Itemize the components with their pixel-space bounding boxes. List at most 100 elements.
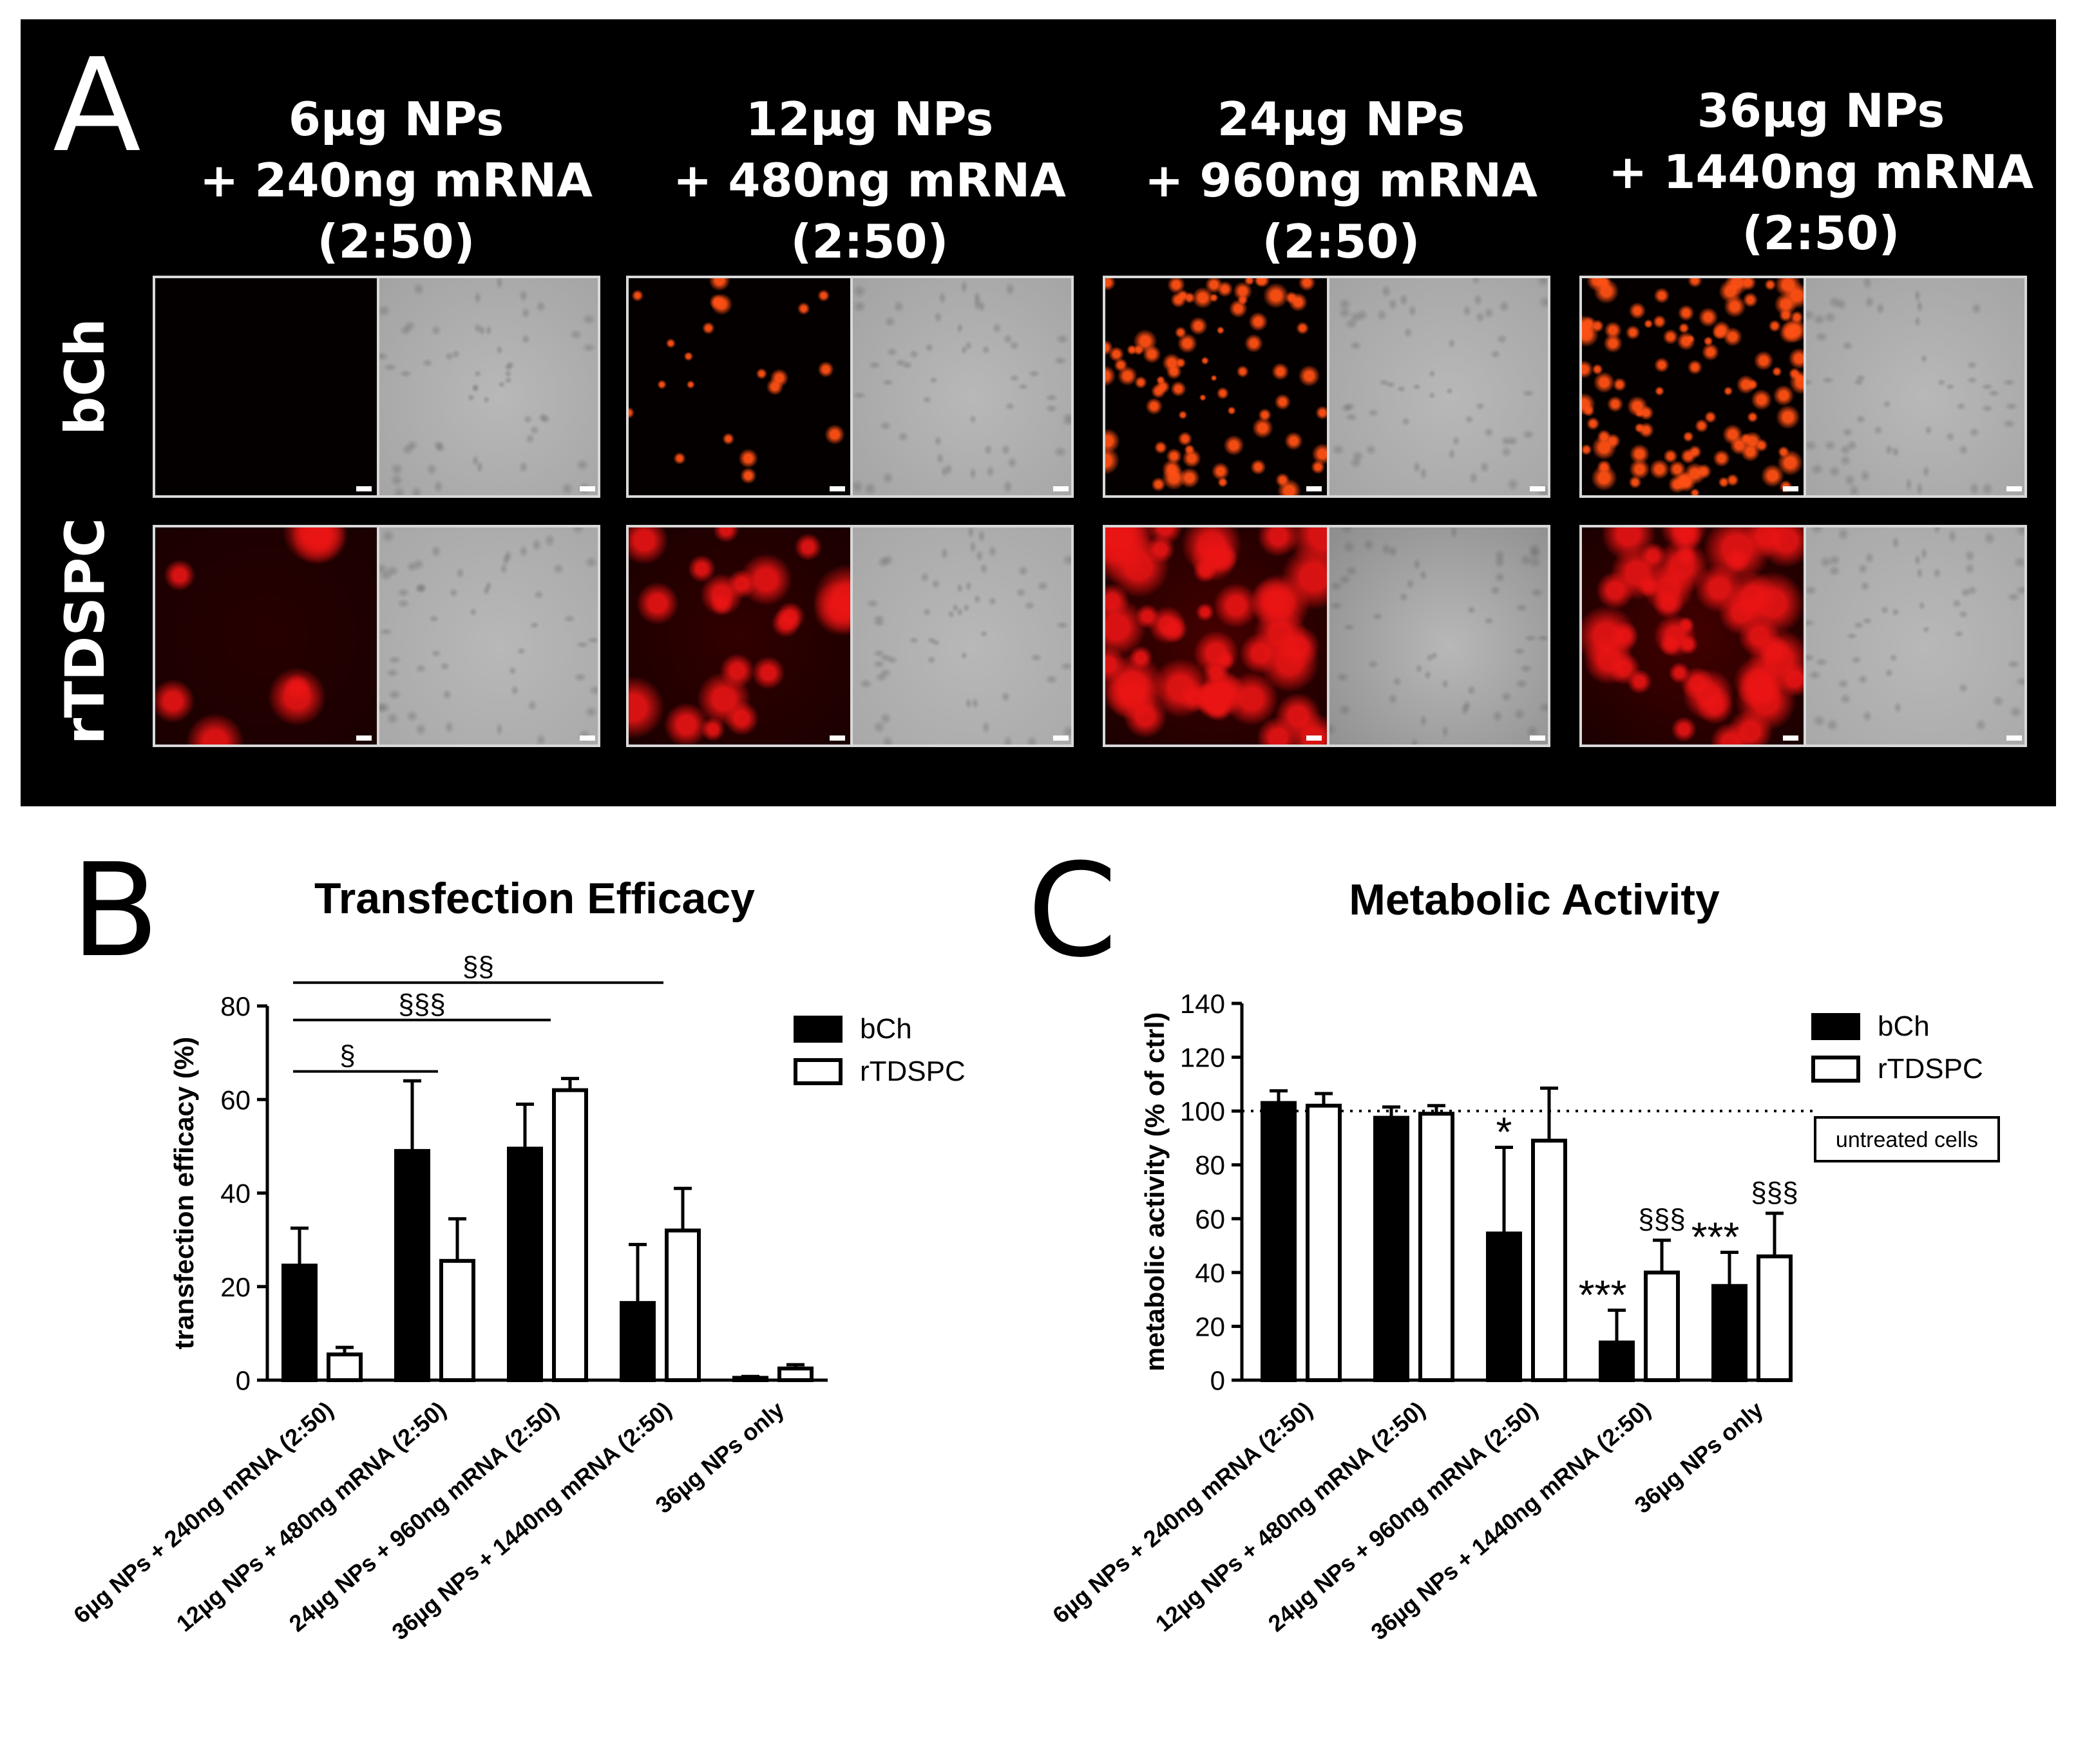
- column-header-line: (2:50): [317, 214, 475, 269]
- legend-swatch-rTDSPC: [794, 1058, 843, 1085]
- bar-bCh: [507, 1146, 543, 1382]
- fluorescence-image: [1105, 527, 1327, 744]
- micrograph-bCh-2: [626, 276, 1074, 498]
- bar-rTDSPC: [1757, 1254, 1793, 1382]
- bar-bCh: [1486, 1231, 1522, 1383]
- y-tick-label: 40: [1195, 1258, 1225, 1288]
- scale-bar: [580, 735, 595, 741]
- bar-rTDSPC: [1531, 1139, 1567, 1382]
- fluorescence-image: [1582, 278, 1804, 495]
- column-header-line: (2:50): [1262, 214, 1420, 269]
- y-tick-label: 20: [220, 1272, 251, 1302]
- bar-rTDSPC: [552, 1088, 588, 1382]
- y-tick-label: 120: [1180, 1043, 1225, 1073]
- micrograph-rTDSPC-1: [153, 525, 600, 747]
- chart-title: Metabolic Activity: [1349, 875, 1720, 924]
- significance-mark: *: [1496, 1109, 1512, 1155]
- fluorescence-image: [1105, 278, 1327, 495]
- micrograph-rTDSPC-2: [626, 525, 1074, 747]
- brightfield-image: [850, 527, 1071, 744]
- bar-rTDSPC: [777, 1366, 814, 1382]
- panel-a-microscopy: A 6µg NPs + 240ng mRNA (2:50) 12µg NPs +…: [21, 19, 2056, 806]
- row-label-bch: bCh: [53, 318, 117, 435]
- micrograph-rTDSPC-4: [1579, 525, 2027, 747]
- column-header-line: 24µg NPs: [1217, 92, 1465, 146]
- row-label-rtdspc: rTDSPC: [53, 517, 117, 745]
- scale-bar: [829, 486, 845, 491]
- column-header-line: 36µg NPs: [1697, 84, 1945, 138]
- column-header-line: + 960ng mRNA: [1145, 153, 1538, 207]
- column-header-1: 6µg NPs + 240ng mRNA (2:50): [171, 89, 622, 272]
- y-tick-label: 40: [220, 1179, 251, 1209]
- significance-label: §§§: [398, 989, 445, 1020]
- bar-rTDSPC: [327, 1352, 363, 1383]
- bar-bCh: [1711, 1284, 1747, 1382]
- y-tick-label: 0: [236, 1365, 251, 1396]
- column-header-line: 6µg NPs: [288, 92, 504, 146]
- transfection-efficacy-chart: Transfection Efficacy 0 20 40 60 80 transfecti…: [68, 874, 966, 1645]
- fluorescence-image: [155, 278, 377, 495]
- brightfield-image: [1803, 527, 2024, 744]
- significance-mark: ***: [1579, 1271, 1627, 1318]
- bar-rTDSPC: [1418, 1112, 1454, 1382]
- brightfield-image: [1803, 278, 2024, 495]
- y-tick-label: 80: [1195, 1150, 1225, 1181]
- y-tick-label: 100: [1180, 1096, 1225, 1126]
- micrograph-bCh-1: [153, 276, 600, 498]
- scale-bar: [1306, 486, 1322, 491]
- column-header-3: 24µg NPs + 960ng mRNA (2:50): [1116, 89, 1567, 272]
- column-header-line: + 240ng mRNA: [200, 153, 593, 207]
- column-header-line: + 1440ng mRNA: [1608, 145, 2034, 199]
- brightfield-image: [376, 527, 598, 744]
- brightfield-image: [376, 278, 598, 495]
- scale-bar: [356, 486, 372, 491]
- legend-swatch-bCh: [794, 1016, 843, 1043]
- legend-label-rTDSPC: rTDSPC: [860, 1056, 966, 1087]
- bar-bCh: [732, 1376, 768, 1383]
- significance-mark: §§§: [1638, 1204, 1685, 1235]
- bar-rTDSPC: [439, 1258, 475, 1383]
- legend-swatch-rTDSPC: [1811, 1056, 1860, 1083]
- column-header-line: 12µg NPs: [745, 92, 994, 146]
- significance-mark: ***: [1691, 1214, 1740, 1260]
- panel-b-letter: B: [71, 836, 160, 986]
- bar-bCh: [1373, 1115, 1409, 1382]
- scale-bar: [2006, 735, 2022, 741]
- y-tick-label: 0: [1210, 1365, 1225, 1396]
- micrograph-bCh-3: [1103, 276, 1550, 498]
- panel-c-letter: C: [1027, 836, 1118, 986]
- bar-bCh: [1261, 1101, 1297, 1382]
- y-tick-label: 80: [220, 991, 251, 1021]
- brightfield-image: [1326, 278, 1548, 495]
- fluorescence-image: [1582, 527, 1804, 744]
- legend-swatch-bCh: [1811, 1013, 1860, 1040]
- fluorescence-image: [155, 527, 377, 744]
- column-header-line: + 480ng mRNA: [673, 153, 1066, 207]
- panel-a-letter: A: [53, 31, 141, 181]
- chart-title: Transfection Efficacy: [314, 874, 755, 923]
- micrograph-rTDSPC-3: [1103, 525, 1550, 747]
- y-tick-label: 60: [220, 1085, 251, 1115]
- bar-bCh: [281, 1264, 318, 1382]
- significance-label: §§: [462, 951, 494, 983]
- brightfield-image: [1326, 527, 1548, 744]
- bar-rTDSPC: [1306, 1103, 1342, 1382]
- scale-bar: [356, 735, 372, 741]
- y-tick-label: 60: [1195, 1204, 1225, 1234]
- reference-label: untreated cells: [1836, 1128, 1978, 1152]
- y-tick-label: 140: [1180, 989, 1225, 1019]
- metabolic-activity-chart: Metabolic Activity 0 20 40 60 80 100 120 140 meta…: [1047, 875, 2000, 1645]
- scale-bar: [2006, 486, 2022, 491]
- fluorescence-image: [629, 527, 850, 744]
- bar-bCh: [620, 1301, 656, 1383]
- column-header-line: (2:50): [790, 214, 949, 269]
- scale-bar: [1530, 735, 1545, 741]
- column-header-line: (2:50): [1742, 206, 1900, 260]
- reference-label-box: [1814, 1116, 2000, 1162]
- brightfield-image: [850, 278, 1071, 495]
- scale-bar: [1053, 486, 1069, 491]
- legend-label-rTDSPC: rTDSPC: [1878, 1053, 1983, 1085]
- significance-label: §: [339, 1040, 355, 1072]
- scale-bar: [580, 486, 595, 491]
- bar-rTDSPC: [665, 1228, 701, 1382]
